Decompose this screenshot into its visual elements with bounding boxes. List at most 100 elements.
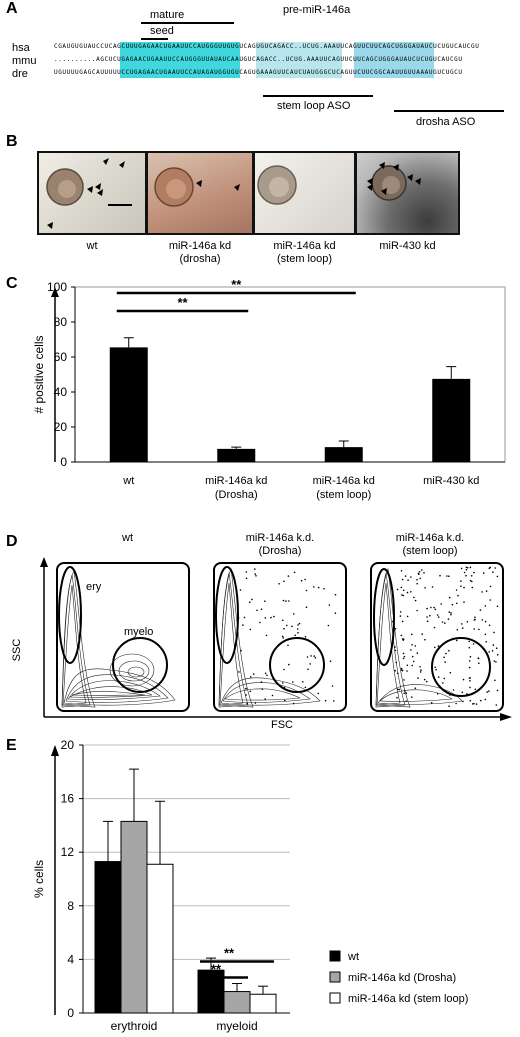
scatter-dot bbox=[278, 583, 280, 585]
scatter-dot bbox=[394, 646, 396, 648]
stemloop-aso-bar bbox=[263, 95, 373, 97]
drosha-aso-label: drosha ASO bbox=[416, 116, 476, 128]
scatter-dot bbox=[449, 694, 451, 696]
scatter-dot bbox=[283, 686, 286, 689]
scatter-dot bbox=[249, 690, 252, 693]
scatter-dot bbox=[305, 606, 308, 608]
scatter-dot bbox=[414, 687, 417, 689]
scatter-dot bbox=[451, 603, 454, 606]
scatter-dot bbox=[436, 614, 439, 616]
scatter-dot bbox=[455, 589, 458, 591]
scatter-dot bbox=[496, 605, 499, 608]
x-tick-label: miR-146a kd bbox=[205, 475, 267, 487]
scatter-dot bbox=[411, 655, 414, 658]
panel-e-label: E bbox=[6, 737, 17, 754]
positive-cells-chart: 0 20 40 60 80 100 # positive cells wt miR-146a k… bbox=[32, 277, 506, 501]
scatter-dot bbox=[237, 617, 240, 619]
scatter-dot bbox=[392, 620, 394, 623]
caption-line: miR-146a kd bbox=[273, 240, 336, 252]
scatter-dot bbox=[468, 677, 471, 679]
percent-cells-chart: 0 4 8 12 16 20 % cells erythroid myeloid **** wt mi… bbox=[32, 738, 468, 1033]
y-tick-label: 12 bbox=[61, 845, 75, 859]
scatter-dots bbox=[237, 568, 337, 705]
mature-highlight bbox=[120, 42, 240, 78]
scatter-dot bbox=[270, 616, 272, 619]
y-tick-label: 100 bbox=[47, 280, 67, 294]
scatter-dot bbox=[399, 611, 402, 613]
scatter-dot bbox=[416, 652, 419, 654]
scatter-dot bbox=[300, 579, 303, 582]
scatter-dot bbox=[410, 591, 412, 593]
scatter-dot bbox=[461, 623, 463, 625]
bar bbox=[223, 991, 251, 1014]
scatter-dot bbox=[411, 644, 413, 646]
flow-title-line: (Drosha) bbox=[258, 545, 302, 557]
scatter-dot bbox=[469, 680, 471, 682]
scatter-dot bbox=[283, 668, 285, 671]
scatter-dot bbox=[243, 616, 246, 619]
panel-b-label: B bbox=[6, 133, 18, 150]
fsc-label: FSC bbox=[271, 719, 293, 730]
caption-line: miR-430 kd bbox=[379, 240, 436, 252]
scatter-dot bbox=[401, 578, 404, 581]
scatter-dot bbox=[394, 649, 397, 652]
scatter-dot bbox=[474, 618, 476, 621]
embryo-photo-drosha bbox=[146, 151, 254, 235]
y-axis-label: # positive cells bbox=[32, 335, 46, 413]
scatter-dot bbox=[334, 612, 337, 614]
scatter-dot bbox=[433, 606, 435, 609]
scatter-dot bbox=[473, 628, 476, 630]
scatter-dot bbox=[465, 574, 467, 577]
scatter-dot bbox=[474, 688, 477, 691]
scatter-dot bbox=[264, 672, 267, 675]
flow-title-line: miR-146a k.d. bbox=[245, 532, 315, 544]
scatter-dot bbox=[470, 575, 473, 577]
scatter-dot bbox=[468, 646, 471, 649]
scatter-dot bbox=[469, 686, 471, 689]
scatter-dot bbox=[468, 660, 471, 662]
scatter-dot bbox=[434, 608, 437, 611]
scatter-dot bbox=[282, 682, 284, 684]
flow-title-line: miR-146a k.d. bbox=[395, 532, 465, 544]
arrowhead-marker bbox=[393, 164, 399, 171]
scatter-dot bbox=[400, 634, 403, 637]
scatter-dot bbox=[313, 586, 315, 588]
scatter-dot bbox=[448, 596, 451, 599]
scatter-dot bbox=[404, 690, 406, 692]
scatter-dot bbox=[474, 616, 476, 619]
scatter-dot bbox=[493, 631, 495, 634]
scatter-dot bbox=[418, 571, 421, 573]
scatter-dot bbox=[400, 570, 403, 572]
scatter-dot bbox=[416, 582, 419, 585]
flow-title-line: (stem loop) bbox=[402, 545, 458, 557]
arrowhead-marker bbox=[97, 189, 103, 196]
x-tick-label: (Drosha) bbox=[215, 489, 258, 501]
scatter-dot bbox=[329, 660, 332, 662]
scatter-dot bbox=[334, 593, 337, 596]
scatter-dot bbox=[489, 566, 492, 569]
scatter-dot bbox=[444, 661, 446, 663]
scatter-dot bbox=[416, 609, 418, 612]
scatter-dot bbox=[455, 639, 458, 642]
scatter-dot bbox=[477, 657, 480, 660]
scatter-dot bbox=[450, 613, 452, 616]
scatter-dot bbox=[410, 649, 412, 651]
species-hsa: hsa bbox=[12, 42, 30, 54]
scatter-dot bbox=[434, 666, 437, 669]
scatter-dot bbox=[397, 688, 399, 691]
scatter-dot bbox=[296, 628, 299, 630]
flow-title-drosha: miR-146a k.d. (Drosha) bbox=[210, 532, 350, 558]
scatter-dot bbox=[250, 676, 252, 678]
scatter-dot bbox=[472, 643, 475, 645]
scatter-dot bbox=[298, 622, 301, 625]
caption-mir430: miR-430 kd bbox=[355, 240, 460, 253]
flow-plot-stemloop bbox=[370, 562, 504, 712]
y-tick-label: 20 bbox=[61, 738, 75, 752]
scatter-dot bbox=[246, 702, 248, 705]
scatter-dot bbox=[403, 655, 406, 658]
arrowhead-marker bbox=[415, 178, 421, 185]
scatter-dot bbox=[402, 589, 405, 592]
scatter-dot bbox=[463, 586, 465, 589]
scatter-dot bbox=[473, 571, 475, 574]
scatter-dot bbox=[450, 612, 452, 614]
